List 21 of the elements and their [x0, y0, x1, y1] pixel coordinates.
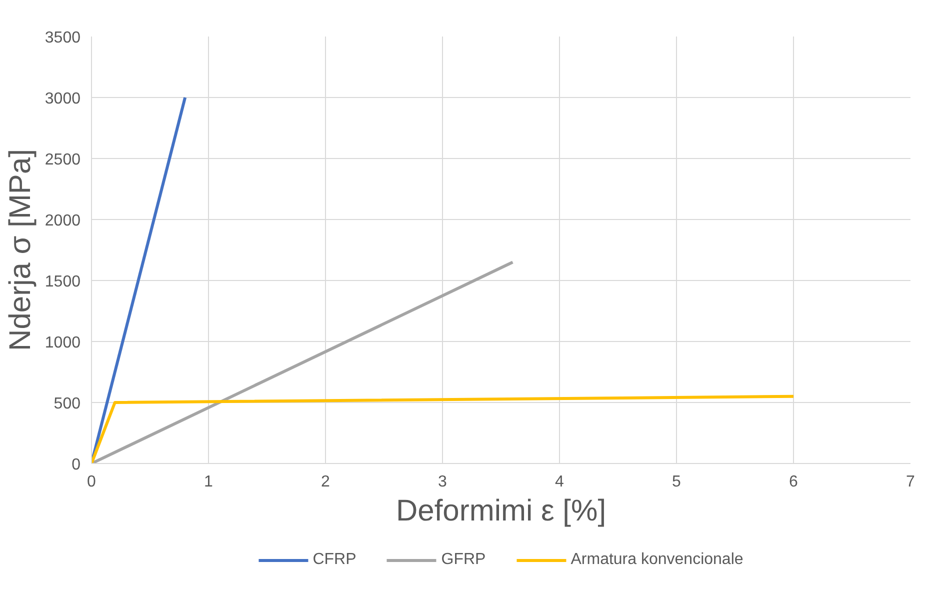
- y-axis-title: Nderja σ [MPa]: [4, 149, 37, 351]
- y-tick-label: 2000: [44, 212, 81, 230]
- x-tick-label: 6: [789, 474, 798, 490]
- legend-label: GFRP: [441, 551, 486, 569]
- legend-label: Armatura konvencionale: [570, 551, 744, 569]
- x-axis-title: Deformimi ε [%]: [396, 494, 606, 528]
- x-tick-label: 7: [906, 474, 916, 490]
- x-tick-label: 1: [204, 474, 214, 490]
- legend-label: CFRP: [312, 551, 356, 569]
- x-tick-label: 4: [555, 474, 564, 490]
- y-tick-label: 1500: [44, 274, 81, 290]
- y-tick-label: 2500: [44, 152, 81, 168]
- x-tick-label: 0: [87, 474, 96, 490]
- x-tick-label: 3: [438, 474, 448, 490]
- x-tick-label: 5: [672, 474, 682, 490]
- y-tick-label: 3000: [44, 90, 81, 108]
- y-tick-label: 500: [54, 396, 81, 412]
- x-tick-label: 2: [321, 474, 330, 490]
- y-tick-label: 1000: [44, 334, 81, 352]
- y-tick-label: 3500: [44, 30, 81, 46]
- y-tick-label: 0: [72, 456, 81, 474]
